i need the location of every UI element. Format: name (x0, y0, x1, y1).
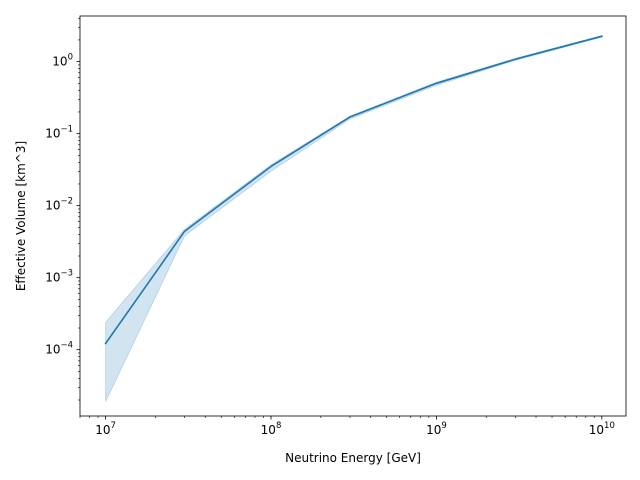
y-axis-label: Effective Volume [km^3] (14, 141, 28, 291)
plot-frame (79, 15, 627, 417)
y-tick-label: 10−2 (45, 197, 73, 213)
minor-ticks (78, 17, 595, 418)
x-tick-label: 107 (95, 421, 116, 437)
series-line (104, 35, 603, 345)
major-ticks (76, 61, 603, 420)
confidence-band (105, 35, 603, 402)
x-tick-label: 108 (261, 421, 282, 437)
y-tick-label: 100 (52, 53, 73, 69)
y-tick-label: 10−3 (45, 269, 73, 285)
y-tick-label: 10−4 (45, 341, 73, 357)
x-axis-label: Neutrino Energy [GeV] (285, 451, 421, 465)
y-tick-label: 10−1 (45, 125, 73, 141)
x-tick-label: 1010 (589, 421, 615, 437)
plot-content (104, 35, 603, 402)
tick-labels: 107 108 109 1010 10−4 10−3 10−2 10−1 100 (45, 53, 615, 437)
x-tick-label: 109 (426, 421, 447, 437)
